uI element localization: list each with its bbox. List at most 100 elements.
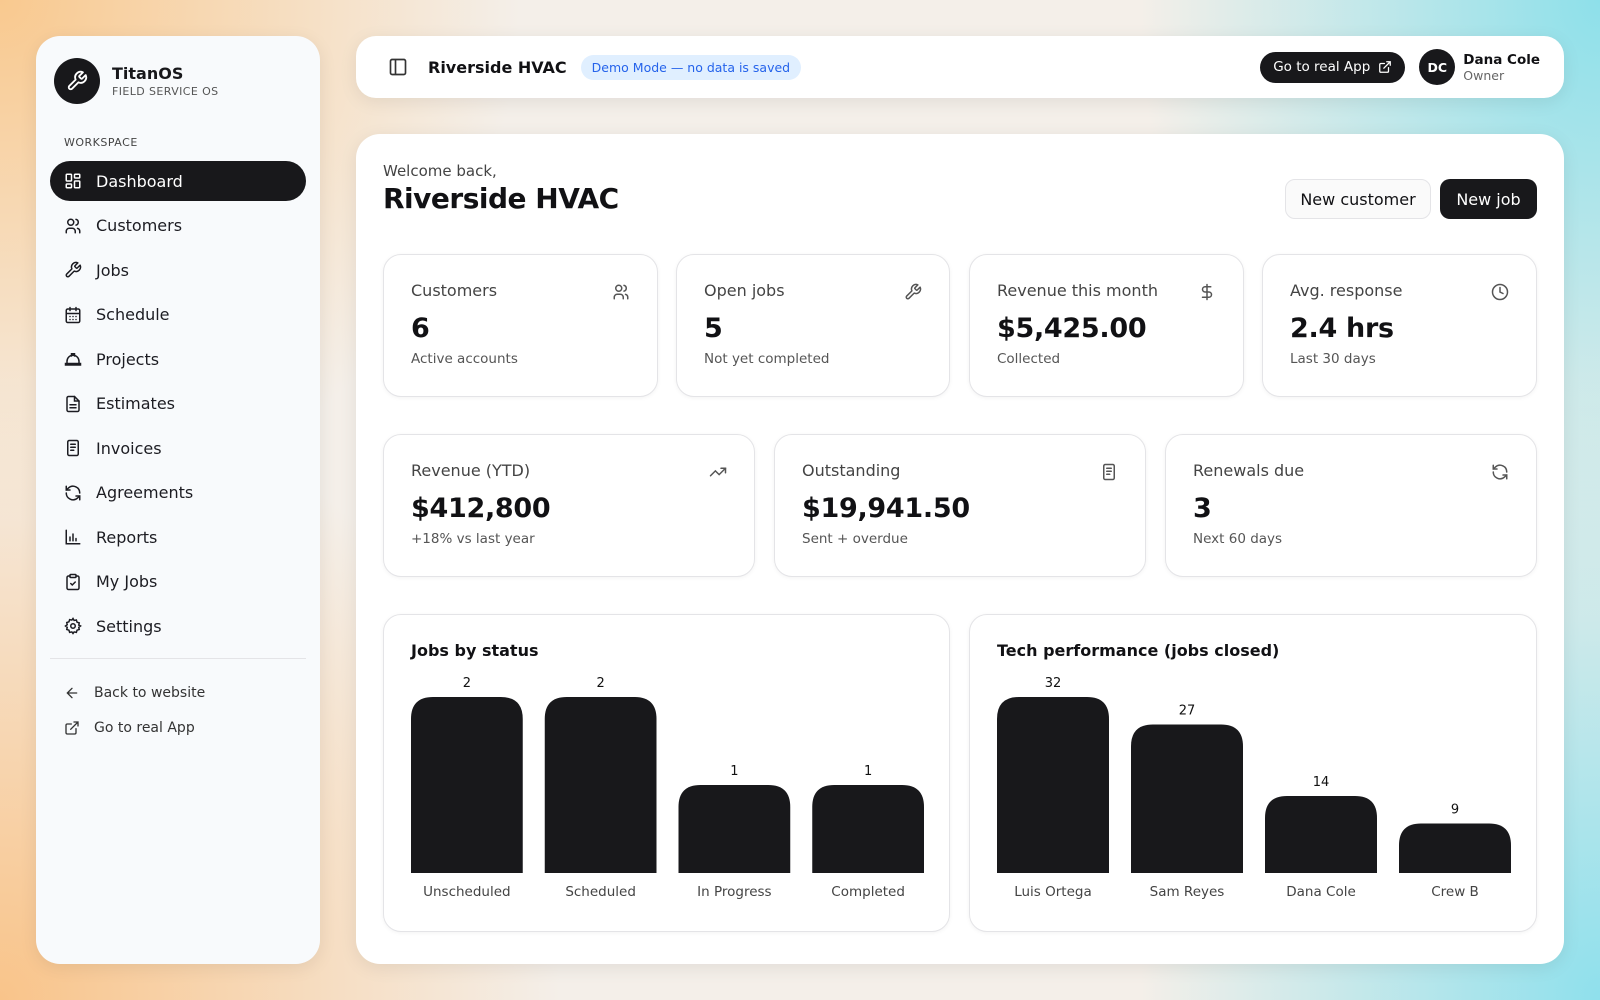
stat-card-customers[interactable]: Customers 6 Active accounts	[383, 254, 658, 397]
stat-value: $5,425.00	[997, 313, 1147, 344]
user-info[interactable]: Dana Cole Owner	[1463, 52, 1540, 83]
topbar: Riverside HVAC Demo Mode — no data is sa…	[356, 36, 1564, 98]
sidebar-item-jobs[interactable]: Jobs	[50, 250, 306, 290]
sidebar-item-agreements[interactable]: Agreements	[50, 473, 306, 513]
go-to-real-app-button[interactable]: Go to real App	[1260, 51, 1406, 83]
wrench-icon	[64, 261, 82, 279]
clipboard-icon	[64, 573, 82, 591]
external-link-icon	[1378, 60, 1392, 74]
receipt-icon	[64, 439, 82, 457]
calendar-icon	[64, 306, 82, 324]
avatar[interactable]: DC	[1419, 49, 1456, 85]
chart-bar[interactable]	[1131, 724, 1243, 874]
stat-subtext: Not yet completed	[704, 351, 830, 367]
stat-card-open-jobs[interactable]: Open jobs 5 Not yet completed	[676, 254, 950, 397]
sidebar-item-label: Estimates	[96, 394, 176, 413]
go-to-real-app-link[interactable]: Go to real App	[50, 710, 306, 745]
sidebar-item-dashboard[interactable]: Dashboard	[50, 161, 306, 201]
sidebar-toggle-icon[interactable]	[388, 57, 408, 77]
sidebar-item-label: Customers	[96, 216, 183, 235]
sidebar-item-customers[interactable]: Customers	[50, 206, 306, 246]
bar-value-label: 2	[596, 676, 604, 691]
chart-bar[interactable]	[997, 697, 1109, 873]
sidebar-item-reports[interactable]: Reports	[50, 517, 306, 557]
receipt-icon	[1100, 463, 1118, 481]
bar-category-label: Sam Reyes	[1150, 884, 1225, 900]
stat-card-revenue-ytd[interactable]: Revenue (YTD) $412,800 +18% vs last year	[383, 434, 755, 577]
sidebar: TitanOS FIELD SERVICE OS WORKSPACE Dashb…	[36, 36, 320, 964]
chart-bar[interactable]	[544, 697, 657, 873]
bar-value-label: 14	[1313, 775, 1330, 790]
stat-value: 3	[1193, 493, 1212, 524]
sidebar-item-settings[interactable]: Settings	[50, 606, 306, 646]
bar-value-label: 32	[1045, 676, 1062, 691]
new-customer-button[interactable]: New customer	[1285, 179, 1431, 219]
sidebar-divider	[50, 658, 306, 659]
back-to-website-link[interactable]: Back to website	[50, 675, 306, 710]
trending-up-icon	[709, 463, 727, 481]
stat-label: Revenue this month	[997, 281, 1158, 300]
app-name: TitanOS	[112, 64, 184, 83]
stat-card-avg-response[interactable]: Avg. response 2.4 hrs Last 30 days	[1262, 254, 1537, 397]
sidebar-item-label: Invoices	[96, 438, 162, 458]
wrench-logo-icon	[54, 58, 100, 104]
sidebar-item-label: Settings	[96, 616, 162, 636]
stat-subtext: +18% vs last year	[411, 531, 535, 547]
company-title: Riverside HVAC	[428, 57, 567, 77]
chart-bar[interactable]	[678, 785, 791, 873]
demo-mode-badge: Demo Mode — no data is saved	[580, 54, 802, 80]
arrow-left-icon	[64, 685, 80, 701]
stat-subtext: Last 30 days	[1290, 351, 1376, 367]
new-job-button[interactable]: New job	[1440, 179, 1537, 219]
stat-subtext: Collected	[997, 351, 1061, 367]
jobs-by-status-chart: 2 Unscheduled 2 Scheduled 1 In Progress 1 Compl…	[411, 676, 924, 900]
sidebar-item-my-jobs[interactable]: My Jobs	[50, 562, 306, 602]
stat-card-revenue-month[interactable]: Revenue this month $5,425.00 Collected	[969, 254, 1244, 397]
stat-label: Outstanding	[802, 461, 901, 480]
sidebar-item-invoices[interactable]: Invoices	[50, 428, 306, 468]
page-title: Riverside HVAC	[383, 182, 619, 215]
hardhat-icon	[64, 350, 82, 368]
bar-value-label: 2	[463, 676, 471, 691]
user-name: Dana Cole	[1463, 51, 1540, 68]
bar-category-label: Crew B	[1431, 884, 1479, 900]
bar-category-label: Luis Ortega	[1014, 884, 1092, 900]
chart-bar[interactable]	[1265, 796, 1377, 873]
main-panel: Welcome back, Riverside HVAC New custome…	[356, 134, 1564, 964]
stat-label: Customers	[411, 281, 498, 300]
chart-card-tech-performance: Tech performance (jobs closed) 32 Luis Or…	[969, 614, 1537, 932]
users-icon	[612, 283, 630, 301]
real-app-button-label: Go to real App	[1273, 59, 1371, 75]
wrench-icon	[904, 283, 922, 301]
chart-bar[interactable]	[411, 697, 523, 873]
chart-bar[interactable]	[1399, 823, 1511, 874]
clock-icon	[1491, 283, 1509, 301]
refresh-icon	[1491, 463, 1509, 481]
document-icon	[64, 395, 82, 413]
external-link-icon	[64, 720, 80, 736]
bar-chart-icon	[64, 528, 82, 546]
stat-value: 2.4 hrs	[1290, 313, 1394, 344]
chart-card-jobs-by-status: Jobs by status 2 Unscheduled 2 Scheduled 1 In…	[383, 614, 950, 932]
stat-card-renewals[interactable]: Renewals due 3 Next 60 days	[1165, 434, 1537, 577]
stat-card-outstanding[interactable]: Outstanding $19,941.50 Sent + overdue	[774, 434, 1146, 577]
sidebar-item-label: Reports	[96, 527, 158, 547]
bar-category-label: Completed	[831, 884, 905, 900]
bar-category-label: Unscheduled	[423, 884, 511, 900]
stat-value: 5	[704, 313, 723, 344]
stat-label: Revenue (YTD)	[411, 461, 531, 480]
brand[interactable]: TitanOS FIELD SERVICE OS	[50, 58, 306, 104]
stat-value: $412,800	[411, 493, 551, 524]
footer-link-label: Go to real App	[94, 719, 195, 736]
sidebar-item-label: Jobs	[96, 260, 129, 280]
app-tagline: FIELD SERVICE OS	[112, 85, 219, 98]
stat-subtext: Sent + overdue	[802, 531, 908, 547]
stat-subtext: Next 60 days	[1193, 531, 1283, 547]
chart-bar[interactable]	[812, 785, 924, 873]
sidebar-item-schedule[interactable]: Schedule	[50, 295, 306, 335]
sidebar-item-estimates[interactable]: Estimates	[50, 384, 306, 424]
sidebar-item-label: Dashboard	[96, 171, 183, 191]
sidebar-item-projects[interactable]: Projects	[50, 339, 306, 379]
dollar-icon	[1198, 283, 1216, 301]
user-role: Owner	[1463, 67, 1505, 83]
